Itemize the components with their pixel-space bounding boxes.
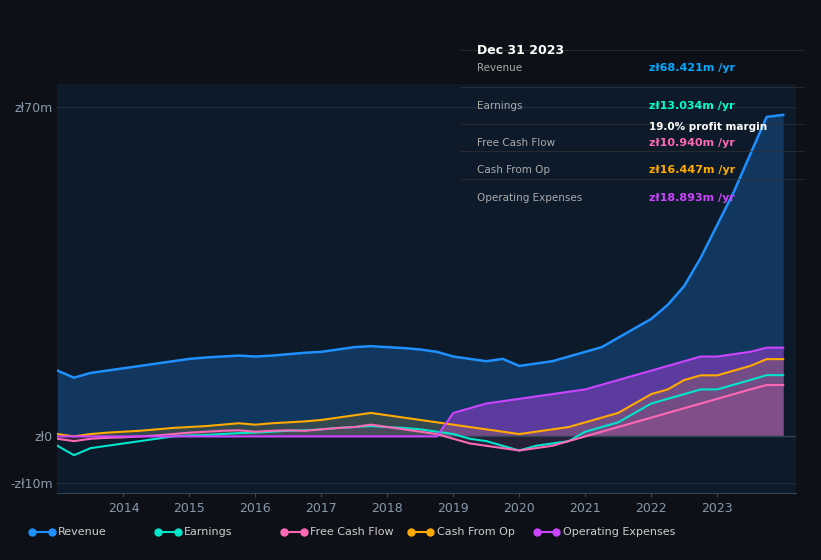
Text: Free Cash Flow: Free Cash Flow	[477, 138, 555, 148]
Text: Earnings: Earnings	[184, 527, 233, 537]
Text: Revenue: Revenue	[58, 527, 107, 537]
Text: Earnings: Earnings	[477, 101, 522, 110]
Text: Cash From Op: Cash From Op	[477, 165, 550, 175]
Text: zł68.421m /yr: zł68.421m /yr	[649, 63, 736, 73]
Text: Cash From Op: Cash From Op	[437, 527, 515, 537]
Text: zł18.893m /yr: zł18.893m /yr	[649, 193, 736, 203]
Text: Operating Expenses: Operating Expenses	[477, 193, 582, 203]
Text: zł16.447m /yr: zł16.447m /yr	[649, 165, 736, 175]
Text: zł10.940m /yr: zł10.940m /yr	[649, 138, 736, 148]
Text: 19.0% profit margin: 19.0% profit margin	[649, 122, 768, 132]
Text: Free Cash Flow: Free Cash Flow	[310, 527, 394, 537]
Text: Dec 31 2023: Dec 31 2023	[477, 44, 564, 57]
Text: zł13.034m /yr: zł13.034m /yr	[649, 101, 735, 110]
Text: Operating Expenses: Operating Expenses	[562, 527, 675, 537]
Text: Revenue: Revenue	[477, 63, 522, 73]
